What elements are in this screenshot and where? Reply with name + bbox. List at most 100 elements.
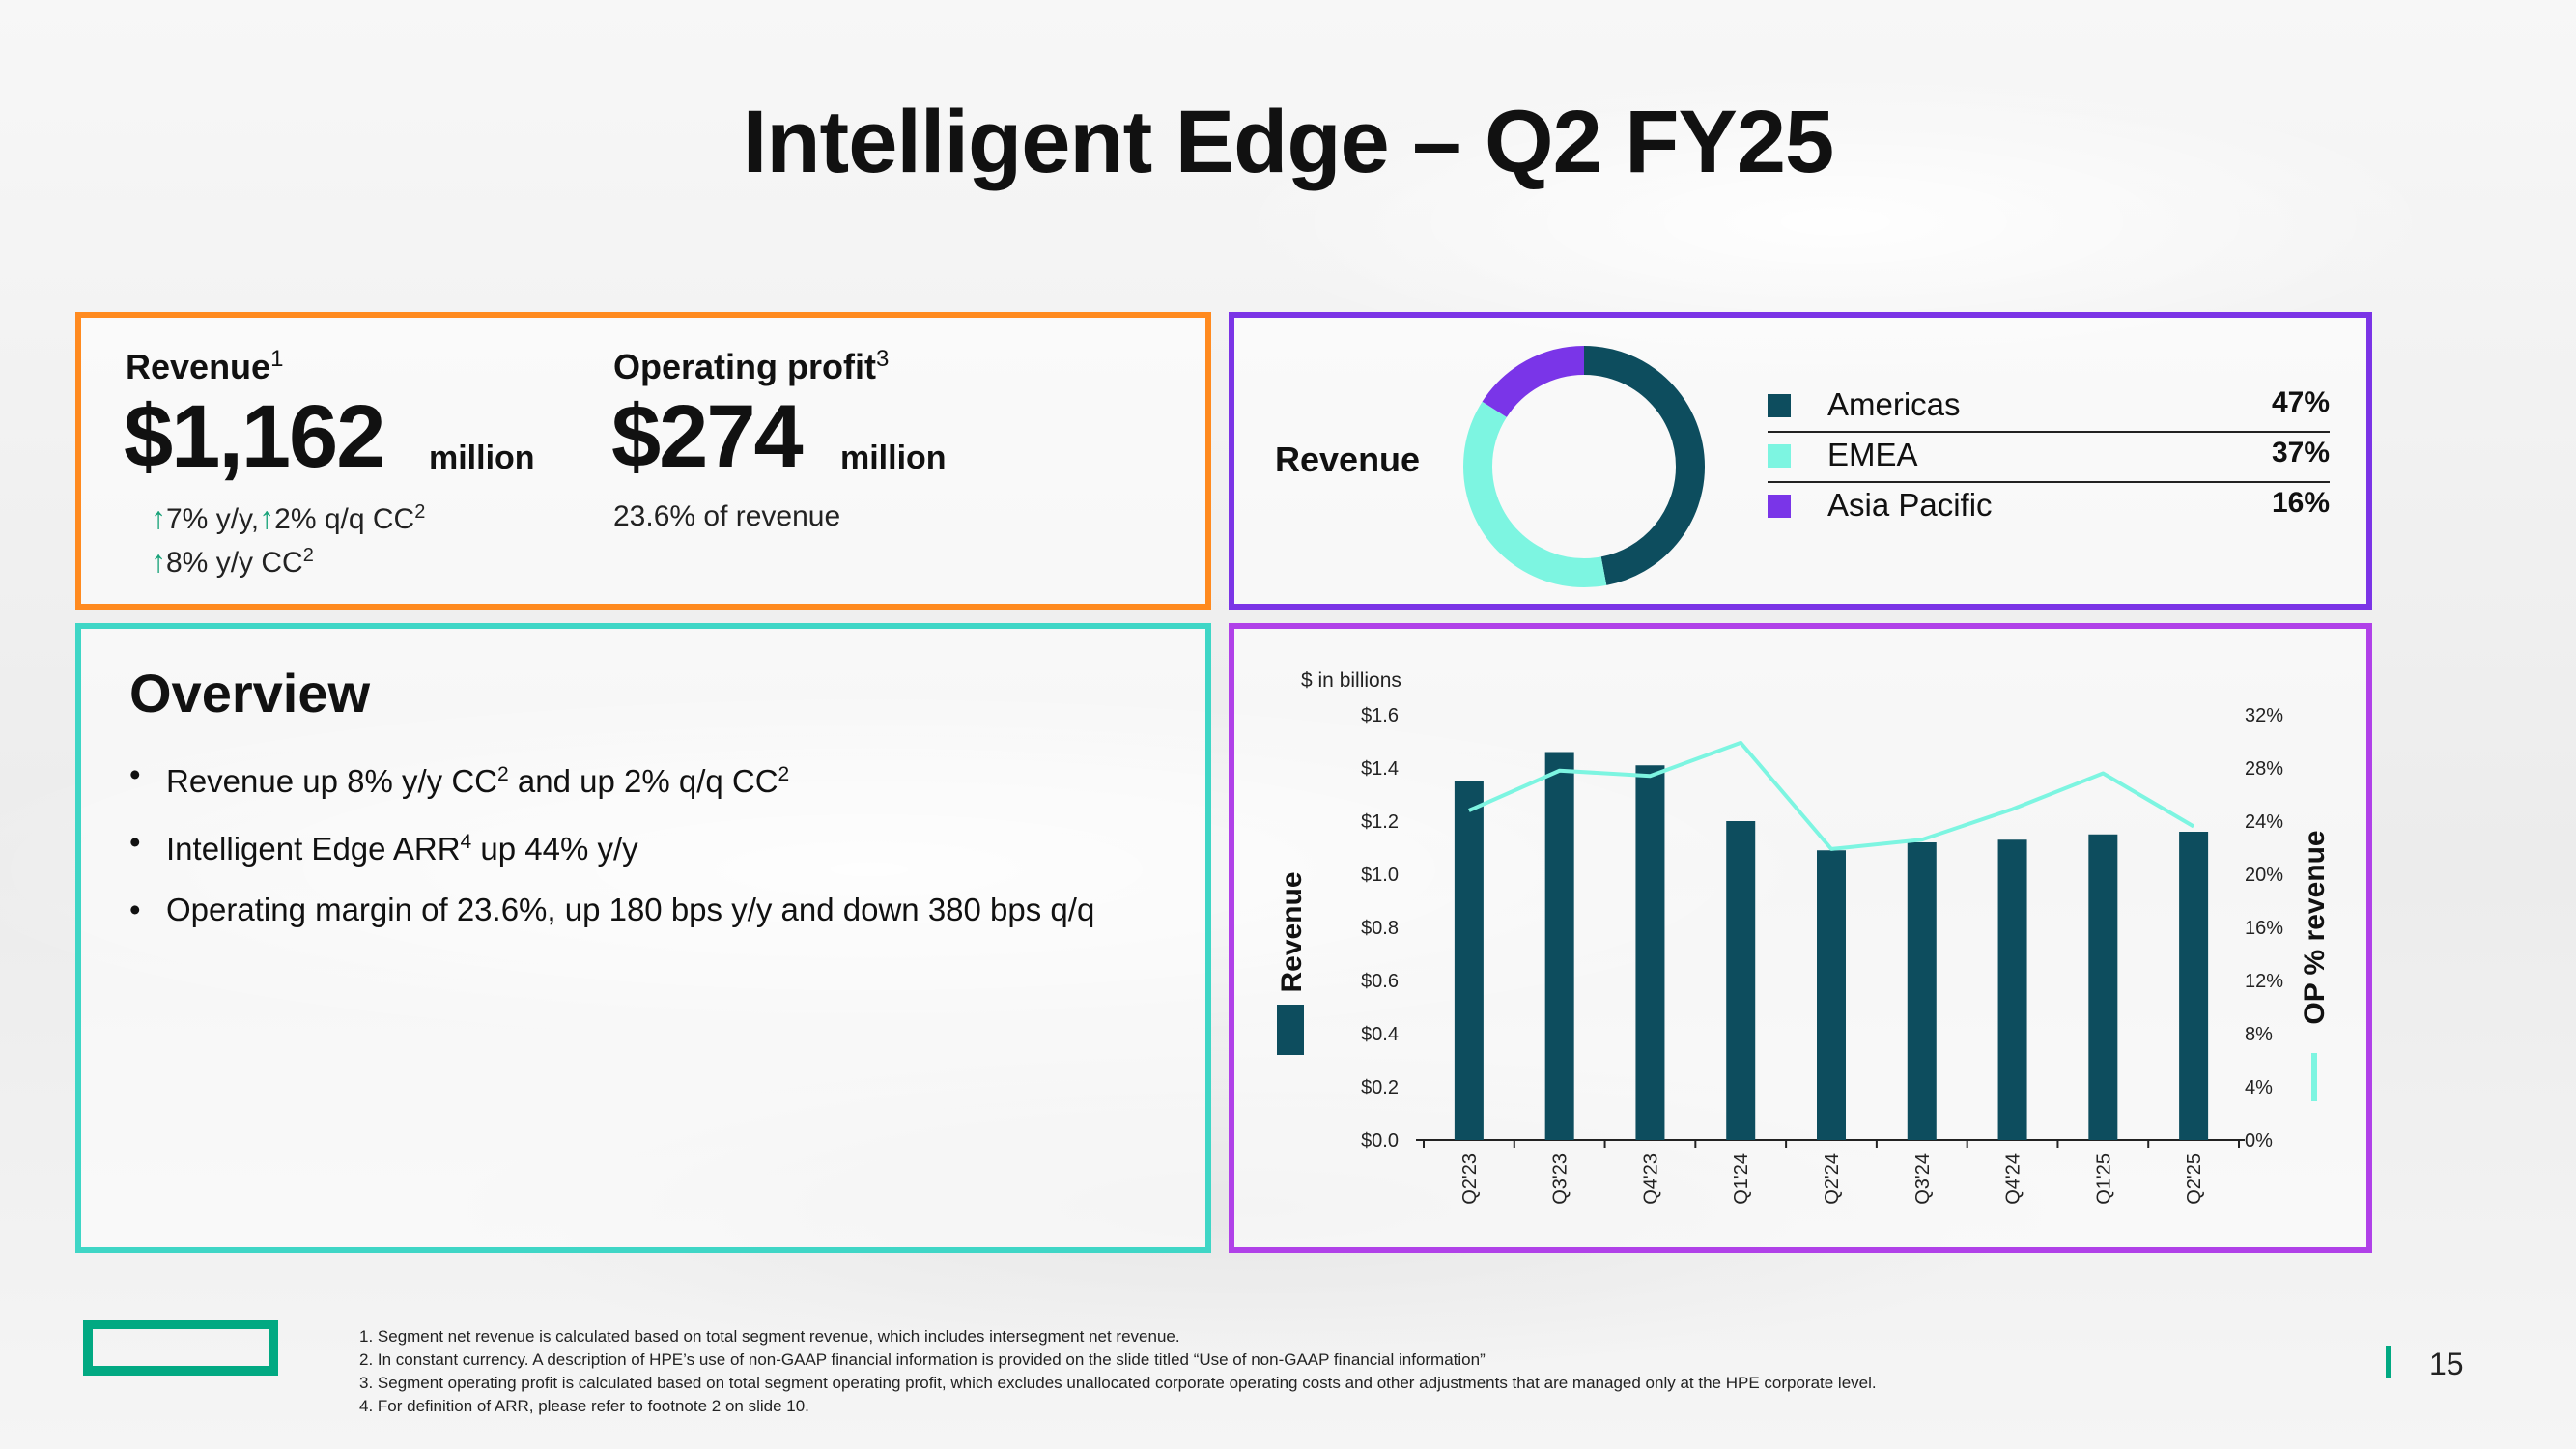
y-right-tick-label: 32% <box>2245 705 2283 726</box>
legend-row-americas: Americas 47% <box>1768 383 2330 433</box>
op-label: Operating profit3 <box>613 346 889 387</box>
revenue-footnote-ref: 1 <box>270 346 284 372</box>
donut-slice-emea <box>1463 346 1705 587</box>
footnote-ref: 2 <box>302 545 314 566</box>
y-right-tick-label: 0% <box>2245 1130 2273 1151</box>
bullet-text: and up 2% q/q CC <box>508 763 778 799</box>
slide-title: Intelligent Edge – Q2 FY25 <box>742 93 1834 191</box>
footnote-ref: 2 <box>778 763 790 785</box>
op-unit: million <box>840 440 947 476</box>
x-tick-label: Q2'23 <box>1459 1153 1481 1205</box>
revenue-bar <box>1454 781 1484 1140</box>
bullet-text: Operating margin of 23.6%, up 180 bps y/… <box>166 892 1095 927</box>
x-tick-label: Q4'24 <box>2003 1153 2024 1205</box>
overview-bullet: Revenue up 8% y/y CC2 and up 2% q/q CC2 <box>129 744 1094 811</box>
footnote-ref: 2 <box>497 763 509 785</box>
legend-row-emea: EMEA 37% <box>1768 433 2330 483</box>
op-footnote-ref: 3 <box>876 346 890 372</box>
x-tick-label: Q2'24 <box>1822 1153 1843 1205</box>
y-right-tick-label: 4% <box>2245 1077 2273 1098</box>
bullet-text: Revenue up 8% y/y CC <box>166 763 498 799</box>
revenue-bar <box>1544 752 1574 1140</box>
revenue-mix-panel <box>1229 312 2372 610</box>
y-left-tick-label: $0.2 <box>1361 1077 1399 1098</box>
revenue-bar <box>2179 832 2209 1140</box>
op-margin-line <box>1468 740 2195 851</box>
revenue-mix-label: Revenue <box>1275 440 1421 479</box>
revenue-label-text: Revenue <box>126 347 271 386</box>
y-left-tick-label: $0.8 <box>1361 918 1399 939</box>
emea-swatch <box>1768 444 1791 468</box>
y-right-tick-label: 16% <box>2245 918 2283 939</box>
op-label-text: Operating profit <box>613 347 876 386</box>
y-left-tick-label: $1.4 <box>1361 758 1399 780</box>
y-right-axis-label: OP % revenue <box>2299 830 2331 1024</box>
x-tick-label: Q1'25 <box>2093 1153 2114 1205</box>
revenue-growth-note-2: ↑8% y/y CC2 <box>151 544 314 580</box>
footnote-ref: 4 <box>460 831 472 853</box>
footnote-3: 3. Segment operating profit is calculate… <box>359 1374 1877 1392</box>
bullet-text: up 44% y/y <box>471 831 638 867</box>
revenue-legend-swatch <box>1277 1005 1304 1055</box>
legend-name: EMEA <box>1827 437 1918 472</box>
legend-name: Americas <box>1827 386 1961 422</box>
y-right-tick-label: 28% <box>2245 758 2283 780</box>
x-tick-label: Q4'23 <box>1640 1153 1661 1205</box>
y-right-tick-label: 24% <box>2245 811 2283 833</box>
y-left-tick-label: $1.2 <box>1361 811 1399 833</box>
y-left-tick-label: $0.0 <box>1361 1130 1399 1151</box>
x-tick-label: Q1'24 <box>1731 1153 1752 1205</box>
hpe-logo <box>83 1320 278 1376</box>
up-arrow-icon: ↑ <box>151 544 166 579</box>
revenue-unit: million <box>429 440 535 476</box>
revenue-bar <box>1635 765 1665 1140</box>
revenue-growth-cc: 8% y/y CC <box>166 547 303 579</box>
revenue-bar <box>2088 834 2118 1140</box>
revenue-bar <box>1997 839 2027 1140</box>
x-tick-label: Q3'24 <box>1912 1153 1934 1205</box>
revenue-label: Revenue1 <box>126 346 283 387</box>
bullet-text: Intelligent Edge ARR <box>166 831 461 867</box>
footnote-2: 2. In constant currency. A description o… <box>359 1350 1486 1369</box>
footnotes: 1. Segment net revenue is calculated bas… <box>359 1325 1877 1418</box>
overview-title: Overview <box>129 663 371 724</box>
y-right-tick-label: 8% <box>2245 1024 2273 1045</box>
overview-bullets: Revenue up 8% y/y CC2 and up 2% q/q CC2 … <box>129 744 1094 940</box>
overview-bullet: Intelligent Edge ARR4 up 44% y/y <box>129 811 1094 879</box>
americas-swatch <box>1768 394 1791 417</box>
legend-pct: 37% <box>2271 437 2330 469</box>
donut-slice-asia-pacific <box>1463 346 1705 587</box>
op-margin-note: 23.6% of revenue <box>613 500 841 532</box>
y-left-tick-label: $0.6 <box>1361 971 1399 992</box>
kpi-panel <box>75 312 1211 610</box>
y-right-tick-label: 12% <box>2245 971 2283 992</box>
page-number: 15 <box>2429 1347 2464 1381</box>
up-arrow-icon: ↑ <box>259 500 275 535</box>
revenue-mix-donut <box>1463 346 1705 587</box>
revenue-bar <box>1907 842 1937 1140</box>
legend-pct: 16% <box>2271 487 2330 519</box>
y-left-axis-label: Revenue <box>1276 871 1308 992</box>
revenue-growth-note-1: ↑7% y/y,↑2% q/q CC2 <box>151 500 425 536</box>
footnote-ref: 2 <box>414 501 426 523</box>
op-value: $274 <box>611 387 804 486</box>
footnote-4: 4. For definition of ARR, please refer t… <box>359 1397 809 1415</box>
revenue-op-chart: $ in billions $0.0 $0.2 $0.4 $0.6 $0.8 $1.0 $1.… <box>1276 669 2331 1205</box>
x-tick-label: Q3'23 <box>1550 1153 1571 1205</box>
revenue-value: $1,162 <box>124 387 385 486</box>
y-left-tick-label: $1.6 <box>1361 705 1399 726</box>
legend-pct: 47% <box>2271 386 2330 418</box>
overview-bullet: Operating margin of 23.6%, up 180 bps y/… <box>129 879 1094 940</box>
legend-name: Asia Pacific <box>1827 487 1993 523</box>
legend-row-asia-pacific: Asia Pacific 16% <box>1768 483 2330 533</box>
revenue-bar <box>1817 850 1846 1140</box>
footnote-1: 1. Segment net revenue is calculated bas… <box>359 1327 1180 1346</box>
asia-pacific-swatch <box>1768 495 1791 518</box>
y-left-tick-label: $1.0 <box>1361 865 1399 886</box>
up-arrow-icon: ↑ <box>151 500 166 535</box>
x-tick-label: Q2'25 <box>2184 1153 2205 1205</box>
revenue-growth-yy: 7% y/y, <box>166 503 260 535</box>
chart-unit-note: $ in billions <box>1301 669 1401 692</box>
y-right-tick-label: 20% <box>2245 865 2283 886</box>
revenue-growth-qq: 2% q/q CC <box>274 503 415 535</box>
